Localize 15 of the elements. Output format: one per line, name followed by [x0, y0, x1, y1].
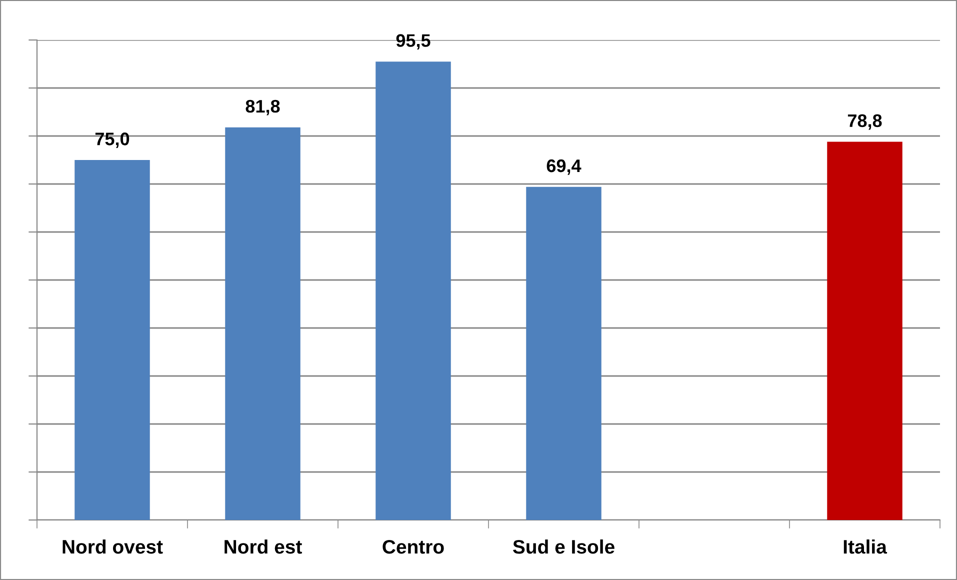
x-tick-label: Nord ovest — [62, 539, 163, 554]
x-tick-label: Sud e Isole — [512, 539, 614, 554]
bar — [376, 62, 451, 520]
data-label: 75,0 — [95, 132, 130, 148]
data-label: 69,4 — [546, 159, 582, 175]
bar — [827, 142, 902, 520]
x-tick-label: Centro — [382, 540, 444, 554]
x-tick-label: Nord est — [224, 539, 302, 554]
bar — [225, 127, 300, 520]
bar — [74, 160, 150, 520]
data-label: 95,5 — [396, 34, 430, 50]
bar — [526, 186, 602, 520]
x-tick-label: Italia — [844, 539, 888, 554]
data-label: 78,8 — [848, 114, 882, 130]
data-label: 81,8 — [246, 100, 280, 116]
